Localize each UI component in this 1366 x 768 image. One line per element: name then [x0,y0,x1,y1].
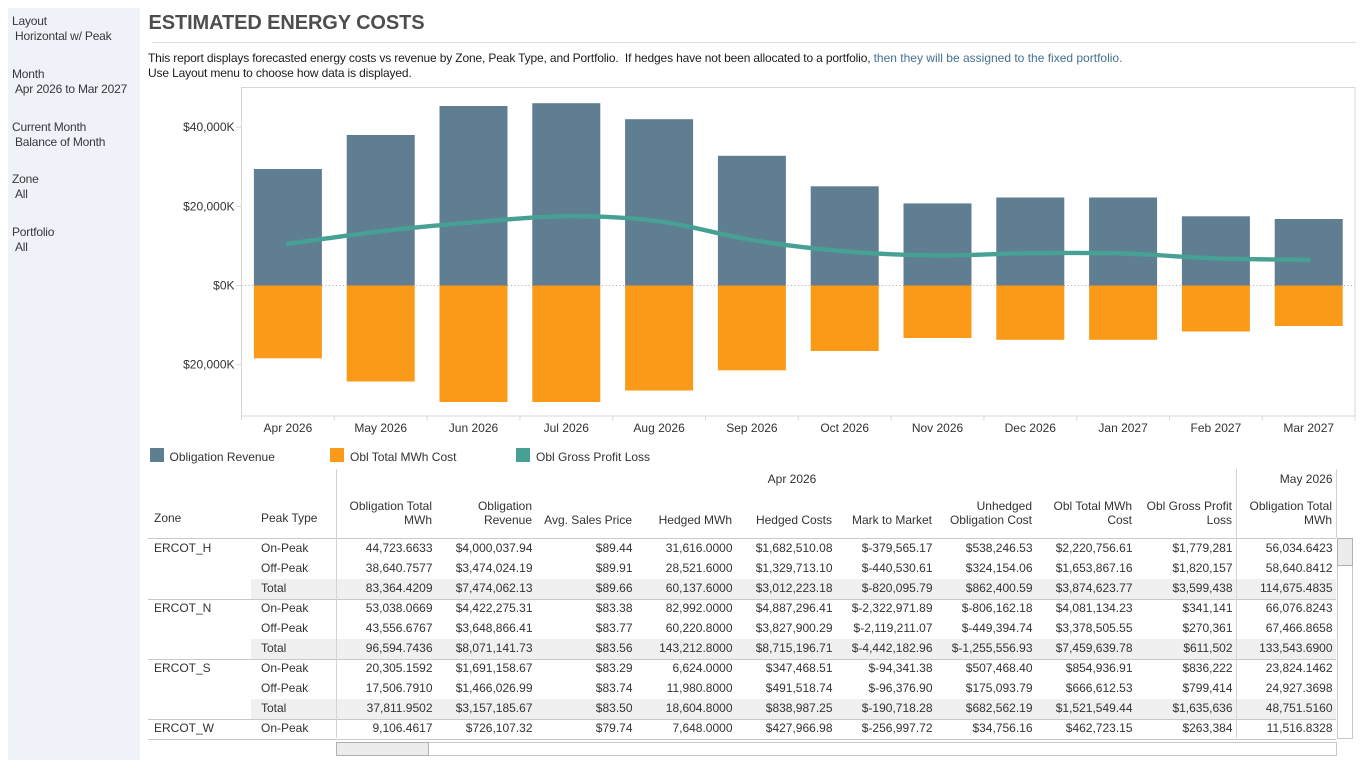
svg-text:Oct 2026: Oct 2026 [820,421,869,435]
svg-text:$20,000K: $20,000K [183,358,234,372]
svg-text:Apr 2026: Apr 2026 [264,421,313,435]
svg-text:May 2026: May 2026 [354,421,407,435]
svg-text:Sep 2026: Sep 2026 [726,421,778,435]
svg-text:Jun 2026: Jun 2026 [449,421,499,435]
svg-text:Feb 2027: Feb 2027 [1191,421,1242,435]
svg-text:$40,000K: $40,000K [183,120,234,134]
svg-text:$20,000K: $20,000K [183,199,234,213]
svg-text:Jan 2027: Jan 2027 [1098,421,1148,435]
svg-text:Nov 2026: Nov 2026 [912,421,964,435]
svg-text:Aug 2026: Aug 2026 [633,421,685,435]
svg-text:$0K: $0K [213,279,234,293]
svg-text:Jul 2026: Jul 2026 [544,421,590,435]
svg-text:Mar 2027: Mar 2027 [1283,421,1334,435]
svg-text:Dec 2026: Dec 2026 [1005,421,1057,435]
